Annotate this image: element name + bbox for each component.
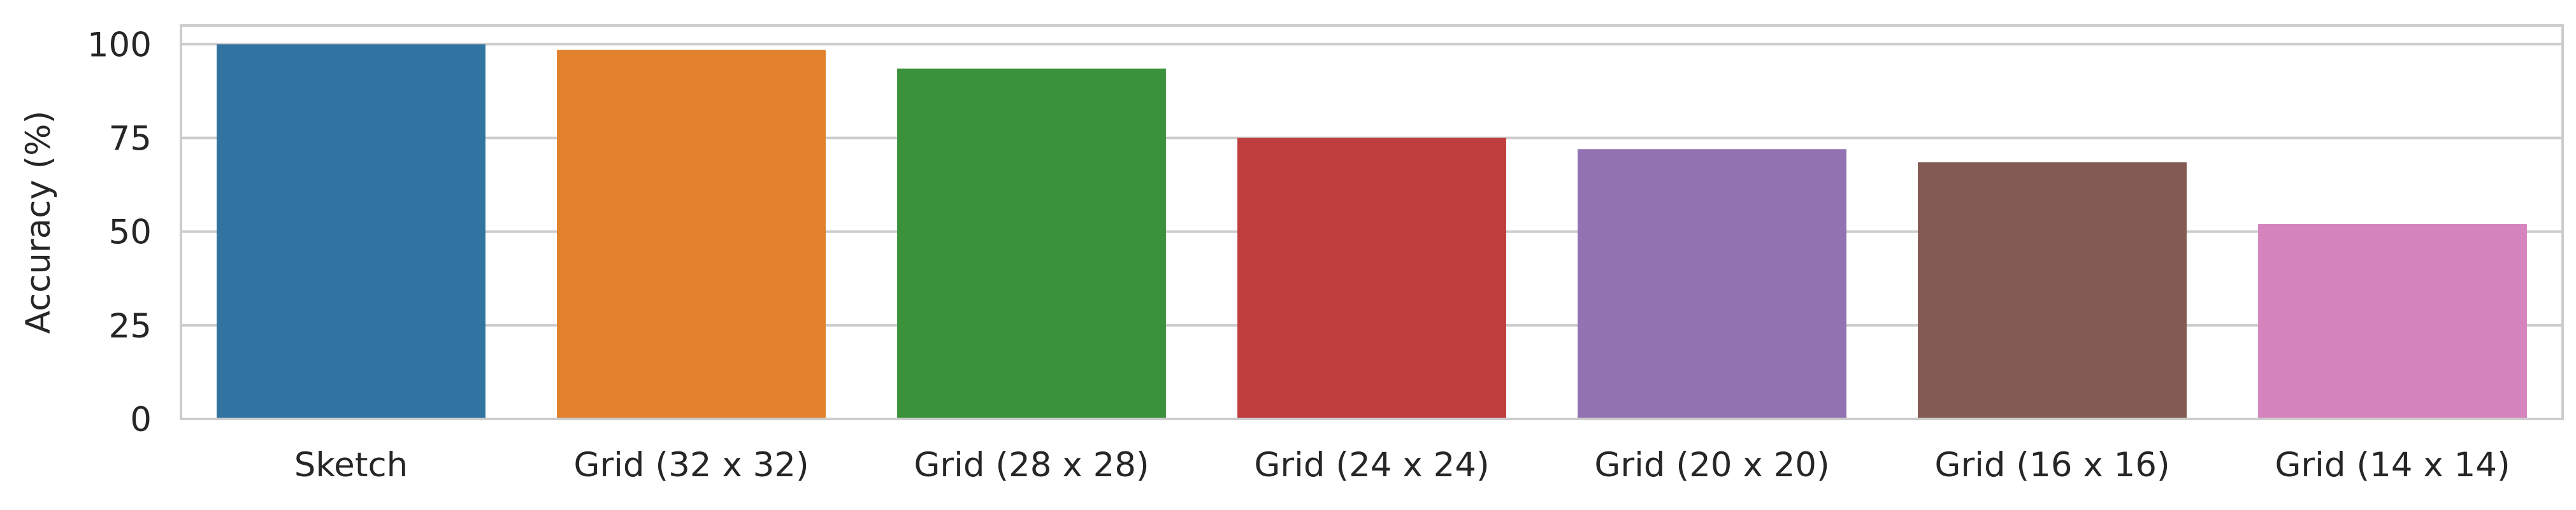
y-tick-label: 0 — [130, 400, 152, 439]
x-tick-label: Grid (28 x 28) — [914, 446, 1149, 485]
y-tick-label: 50 — [109, 213, 152, 252]
bar — [897, 68, 1166, 419]
y-tick-label: 100 — [87, 25, 152, 64]
y-axis-label: Accuracy (%) — [19, 111, 58, 334]
x-tick-label: Grid (24 x 24) — [1254, 446, 1489, 485]
x-tick-label: Grid (32 x 32) — [573, 446, 809, 485]
plot-frame — [180, 24, 2564, 420]
x-tick-label: Grid (14 x 14) — [2275, 446, 2510, 485]
x-axis-ticks: Sketch Grid (32 x 32) Grid (28 x 28) Grid (… — [294, 446, 2510, 485]
bar — [2258, 223, 2527, 419]
bar — [557, 50, 826, 419]
y-tick-label: 25 — [109, 307, 152, 346]
y-tick-label: 75 — [109, 120, 152, 159]
y-axis-ticks: 0 25 50 75 100 — [87, 25, 152, 439]
x-tick-label: Sketch — [294, 446, 408, 485]
bars — [217, 44, 2527, 420]
bar — [1578, 149, 1846, 419]
bar — [1918, 162, 2187, 420]
bar — [1237, 138, 1506, 420]
bar — [217, 44, 486, 419]
x-tick-label: Grid (16 x 16) — [1934, 446, 2169, 485]
x-tick-label: Grid (20 x 20) — [1594, 446, 1829, 485]
